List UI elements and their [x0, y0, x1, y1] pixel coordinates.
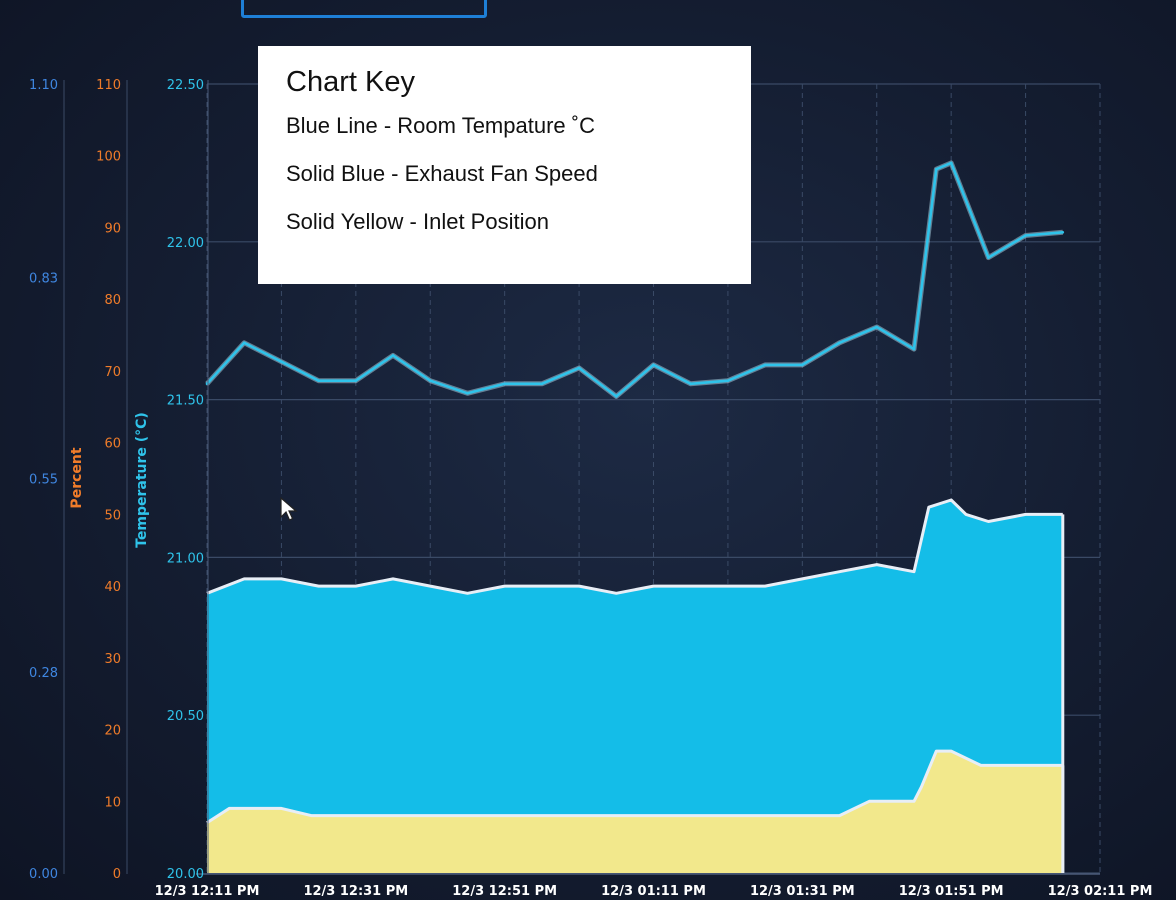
data-point: [1061, 231, 1065, 234]
x-axis-tick-label: 12/3 12:31 PM: [303, 884, 408, 899]
data-point: [935, 167, 938, 171]
chart-key-item-inlet: Solid Yellow - Inlet Position: [286, 209, 549, 234]
data-point: [949, 161, 953, 165]
temperature-axis-tick-label: 20.50: [167, 709, 204, 724]
data-point: [801, 363, 804, 367]
data-point: [652, 363, 655, 367]
x-axis-tick-label: 12/3 01:11 PM: [601, 884, 706, 899]
temperature-axis-tick-label: 22.50: [167, 78, 204, 93]
data-point: [912, 347, 916, 351]
temperature-axis-title: Temperature (°C): [134, 412, 150, 548]
data-point: [838, 341, 841, 345]
series-area-inlet-position: [207, 751, 1063, 873]
data-point: [317, 379, 320, 383]
series-area-exhaust-fan-speed: [207, 500, 1063, 873]
percent-axis-tick-label: 110: [96, 78, 121, 93]
percent-axis-tick-label: 40: [104, 580, 121, 595]
fan-axis-tick-label: 1.10: [29, 78, 58, 93]
data-point: [577, 366, 581, 370]
mouse-pointer-icon: [280, 497, 298, 521]
temperature-axis-tick-label: 22.00: [167, 236, 204, 251]
data-point: [763, 363, 767, 367]
fan-axis-tick-label: 0.83: [29, 272, 58, 287]
percent-axis-tick-label: 0: [113, 867, 121, 882]
x-axis-tick-label: 12/3 01:31 PM: [750, 884, 855, 899]
chart-key-title: Chart Key: [286, 66, 415, 98]
temperature-axis-tick-label: 21.00: [167, 551, 204, 566]
line-series: [205, 160, 1065, 399]
series-area-edge: [206, 749, 1063, 825]
x-axis-tick-label: 12/3 12:51 PM: [452, 884, 557, 899]
data-point: [615, 395, 618, 398]
data-point: [503, 382, 507, 386]
x-axis-tick-label: 12/3 01:51 PM: [899, 884, 1004, 899]
data-point: [391, 354, 395, 357]
percent-axis-tick-label: 10: [104, 795, 121, 810]
header-panel-frame: [241, 0, 487, 18]
percent-axis-tick-label: 90: [104, 221, 121, 236]
percent-axis-tick-label: 80: [104, 293, 121, 308]
temperature-axis-tick-label: 21.50: [167, 394, 204, 409]
data-point: [242, 341, 246, 345]
chart-key-panel: Chart Key Blue Line - Room Tempature ˚C …: [258, 46, 751, 284]
percent-axis-tick-label: 30: [104, 652, 121, 667]
data-point: [540, 382, 544, 386]
data-point: [429, 379, 432, 383]
data-point: [1024, 234, 1027, 237]
x-axis-tick-label: 12/3 02:11 PM: [1048, 884, 1153, 899]
chart-key-item-fan: Solid Blue - Exhaust Fan Speed: [286, 161, 598, 186]
percent-axis-tick-label: 50: [104, 508, 121, 523]
percent-axis-tick-label: 100: [96, 150, 121, 165]
data-point: [354, 379, 358, 383]
series-area-edge: [206, 498, 1063, 595]
temperature-axis-tick-label: 20.00: [167, 867, 204, 882]
fan-axis-tick-label: 0.00: [29, 867, 58, 882]
area-series: [206, 498, 1065, 873]
percent-axis-tick-label: 60: [104, 437, 121, 452]
fan-axis-tick-label: 0.55: [29, 473, 58, 488]
data-point: [875, 325, 879, 329]
axes: 0.00 0.28 0.55 0.83 1.10 0 10 20 30 40 50 60 70 80 90 1…: [29, 78, 1152, 899]
chart-key-item-temperature: Blue Line - Room Tempature ˚C: [286, 113, 595, 138]
fan-axis-tick-label: 0.28: [29, 666, 58, 681]
data-point: [466, 392, 469, 395]
data-point: [689, 382, 692, 386]
data-point: [987, 256, 990, 259]
percent-axis-tick-label: 20: [104, 724, 121, 739]
percent-axis-tick-label: 70: [104, 365, 121, 380]
x-axis-tick-label: 12/3 12:11 PM: [155, 884, 260, 899]
data-point: [280, 360, 283, 364]
percent-axis-title: Percent: [69, 447, 85, 508]
data-point: [726, 379, 730, 383]
